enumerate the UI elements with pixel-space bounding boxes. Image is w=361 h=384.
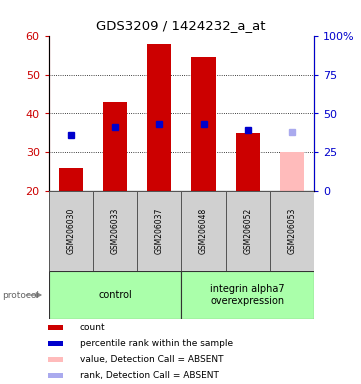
Text: value, Detection Call = ABSENT: value, Detection Call = ABSENT bbox=[80, 355, 223, 364]
Text: GSM206033: GSM206033 bbox=[110, 208, 119, 254]
Text: GSM206052: GSM206052 bbox=[243, 208, 252, 254]
Bar bbox=[48, 341, 63, 346]
Bar bbox=[137, 191, 182, 271]
Text: GSM206037: GSM206037 bbox=[155, 208, 164, 254]
Bar bbox=[181, 191, 226, 271]
Bar bbox=[103, 102, 127, 191]
Text: GSM206048: GSM206048 bbox=[199, 208, 208, 254]
Bar bbox=[48, 357, 63, 362]
Bar bbox=[48, 324, 63, 330]
Bar bbox=[236, 133, 260, 191]
Text: protocol: protocol bbox=[2, 291, 39, 300]
Text: percentile rank within the sample: percentile rank within the sample bbox=[80, 339, 233, 348]
Bar bbox=[147, 44, 171, 191]
Bar bbox=[280, 152, 304, 191]
Bar bbox=[93, 191, 137, 271]
Bar bbox=[181, 271, 314, 319]
Text: control: control bbox=[98, 290, 132, 300]
Bar bbox=[226, 191, 270, 271]
Text: integrin alpha7
overexpression: integrin alpha7 overexpression bbox=[210, 284, 285, 306]
Bar bbox=[59, 168, 83, 191]
Bar bbox=[49, 191, 93, 271]
Bar bbox=[49, 271, 181, 319]
Bar bbox=[191, 57, 216, 191]
Bar bbox=[48, 373, 63, 379]
Bar bbox=[270, 191, 314, 271]
Text: GSM206030: GSM206030 bbox=[66, 208, 75, 254]
Text: count: count bbox=[80, 323, 105, 332]
Text: GDS3209 / 1424232_a_at: GDS3209 / 1424232_a_at bbox=[96, 19, 265, 32]
Text: rank, Detection Call = ABSENT: rank, Detection Call = ABSENT bbox=[80, 371, 219, 381]
Text: GSM206053: GSM206053 bbox=[287, 208, 296, 254]
